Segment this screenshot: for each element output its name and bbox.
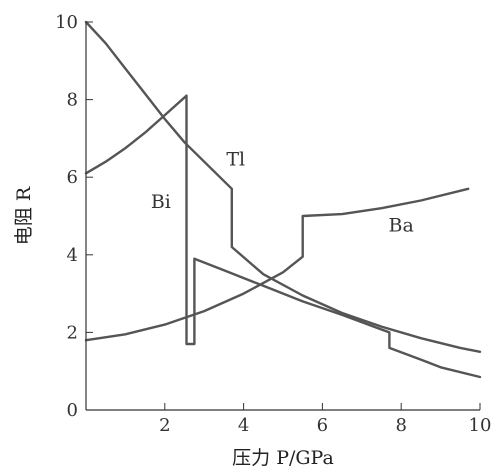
y-tick-label: 10 (55, 12, 78, 33)
y-tick-label: 6 (67, 167, 78, 188)
y-tick-label: 4 (67, 245, 78, 266)
series-label-bi: Bi (151, 191, 171, 213)
series-line-ba (84, 187, 470, 342)
series-line-tl (84, 20, 482, 353)
y-tick-label: 0 (67, 400, 78, 421)
x-tick-label: 2 (159, 415, 170, 436)
x-tick-label: 4 (238, 415, 249, 436)
series-label-ba: Ba (389, 215, 414, 237)
y-tick-label: 8 (67, 90, 78, 111)
y-tick-label: 2 (67, 322, 78, 343)
series-line-bi (84, 94, 482, 379)
ticks: 2 4 6 8 10 0 2 4 6 8 10 (55, 12, 491, 436)
y-axis-title: 电阻 R (13, 186, 35, 245)
series-label-tl: Tl (226, 149, 245, 171)
plot-area: Bi Tl Ba (84, 20, 482, 379)
x-tick-label: 10 (469, 415, 492, 436)
axes (85, 22, 480, 411)
x-tick-label: 8 (395, 415, 406, 436)
x-tick-label: 6 (317, 415, 328, 436)
x-axis-title: 压力 P/GPa (232, 447, 334, 469)
